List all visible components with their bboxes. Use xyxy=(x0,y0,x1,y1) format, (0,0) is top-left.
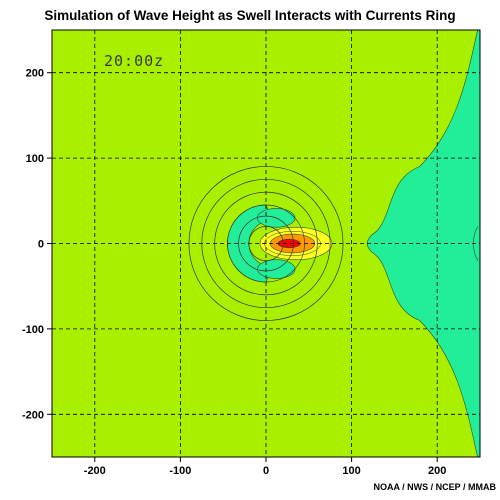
y-tick-label: 0 xyxy=(38,239,44,251)
current-ring-circle xyxy=(248,226,284,261)
x-tick-label: 0 xyxy=(263,465,269,477)
current-ring-circle xyxy=(201,178,331,309)
x-tick-label: -200 xyxy=(84,465,106,477)
tick-layer: -200 -100 0 100 200 -200 -100 0 100 200 xyxy=(22,68,446,477)
y-tick-label: 200 xyxy=(26,68,44,80)
current-ring-layer xyxy=(188,166,344,321)
grid-layer xyxy=(52,30,480,457)
x-tick-label: -100 xyxy=(169,465,191,477)
current-ring-circle xyxy=(227,204,305,283)
x-tick-label: 200 xyxy=(428,465,446,477)
y-tick-label: -200 xyxy=(22,409,44,421)
current-ring-circle xyxy=(188,166,344,321)
credit-label: NOAA / NWS / NCEP / MMAB xyxy=(373,482,496,492)
current-ring-circle xyxy=(238,215,294,272)
y-tick-label: -100 xyxy=(22,324,44,336)
chart-title: Simulation of Wave Height as Swell Inter… xyxy=(44,8,455,23)
peak-wave-region xyxy=(277,238,301,249)
timestamp-label: 20:00z xyxy=(104,52,164,70)
x-tick-label: 100 xyxy=(342,465,360,477)
current-ring-circle xyxy=(214,191,318,296)
y-tick-label: 100 xyxy=(26,153,44,165)
